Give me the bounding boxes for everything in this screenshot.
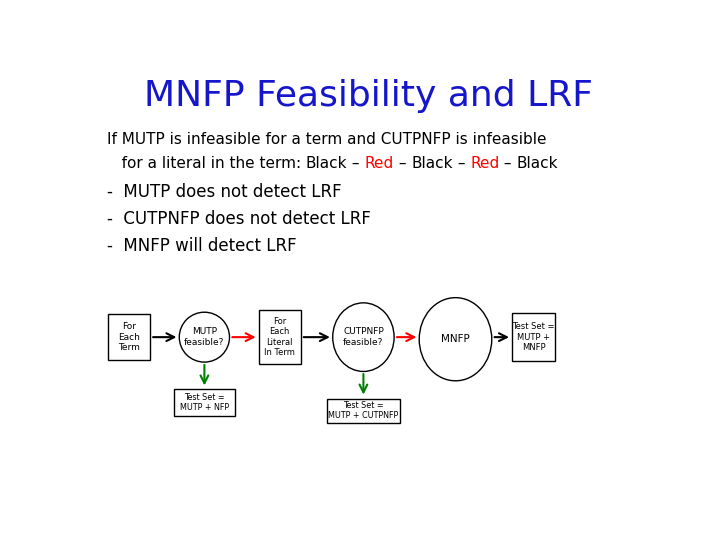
Text: Black: Black [306, 156, 347, 171]
Text: Test Set =
MUTP + NFP: Test Set = MUTP + NFP [180, 393, 229, 412]
Text: -  MUTP does not detect LRF: - MUTP does not detect LRF [107, 183, 341, 201]
Text: Black: Black [517, 156, 558, 171]
Text: MNFP: MNFP [441, 334, 470, 344]
Ellipse shape [419, 298, 492, 381]
Text: –: – [453, 156, 470, 171]
Text: For
Each
Term: For Each Term [118, 322, 140, 352]
Ellipse shape [179, 312, 230, 362]
Text: CUTPNFP
feasible?: CUTPNFP feasible? [343, 327, 384, 347]
Text: –: – [394, 156, 411, 171]
FancyBboxPatch shape [258, 310, 301, 364]
Text: Test Set =
MUTP + CUTPNFP: Test Set = MUTP + CUTPNFP [328, 401, 399, 421]
Text: –: – [500, 156, 517, 171]
FancyBboxPatch shape [327, 399, 400, 423]
Text: Black: Black [411, 156, 453, 171]
Ellipse shape [333, 303, 394, 372]
Text: -  MNFP will detect LRF: - MNFP will detect LRF [107, 237, 297, 255]
FancyBboxPatch shape [174, 389, 235, 416]
Text: If MUTP is infeasible for a term and CUTPNFP is infeasible: If MUTP is infeasible for a term and CUT… [107, 132, 546, 147]
FancyBboxPatch shape [512, 313, 555, 361]
FancyBboxPatch shape [108, 314, 150, 360]
Text: Test Set =
MUTP +
MNFP: Test Set = MUTP + MNFP [513, 322, 555, 352]
Text: Red: Red [470, 156, 500, 171]
Text: –: – [347, 156, 364, 171]
Text: MUTP
feasible?: MUTP feasible? [184, 327, 225, 347]
Text: Red: Red [364, 156, 394, 171]
Text: For
Each
Literal
In Term: For Each Literal In Term [264, 317, 295, 357]
Text: MNFP Feasibility and LRF: MNFP Feasibility and LRF [145, 79, 593, 113]
Text: -  CUTPNFP does not detect LRF: - CUTPNFP does not detect LRF [107, 210, 371, 228]
Text: for a literal in the term:: for a literal in the term: [107, 156, 306, 171]
